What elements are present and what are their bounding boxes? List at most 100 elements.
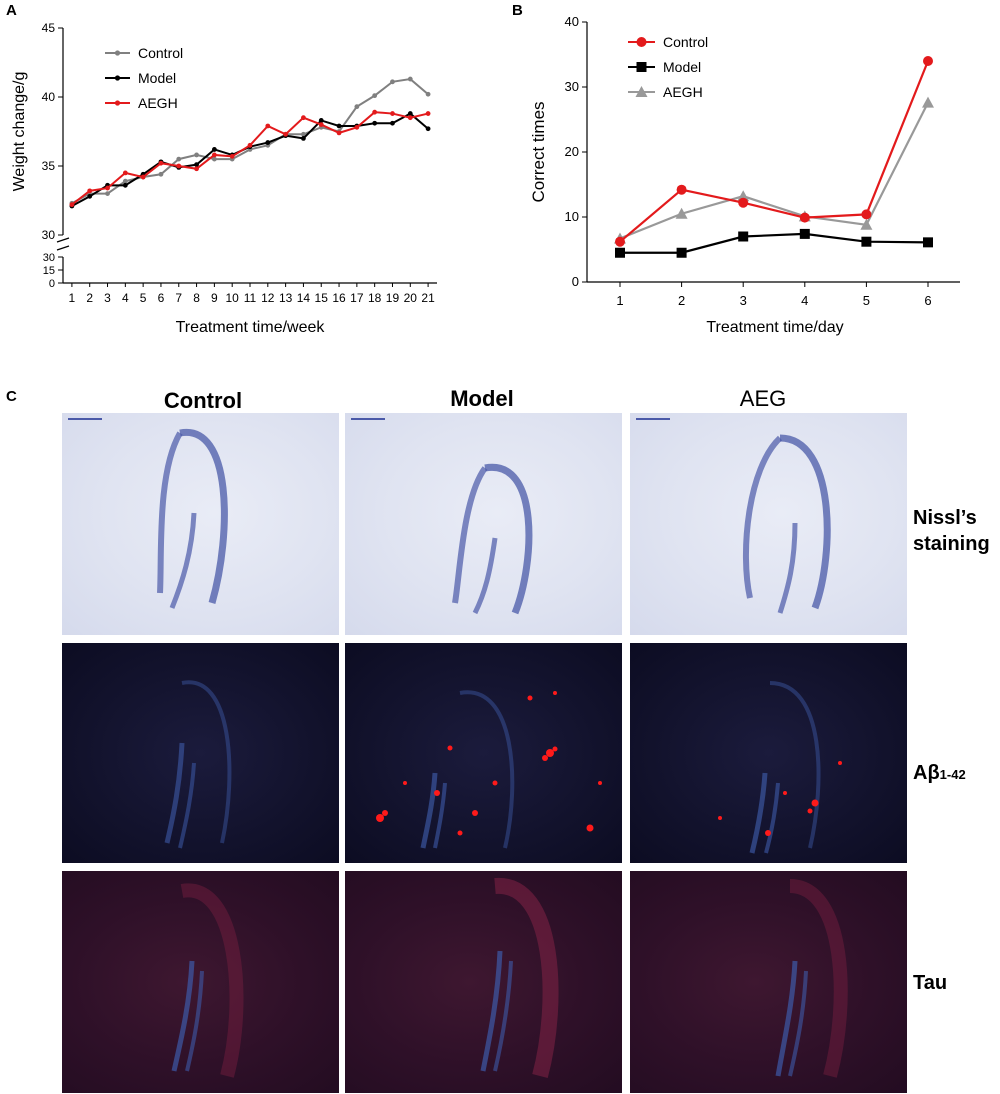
abeta-model-image (345, 643, 622, 863)
col-header-model: Model (450, 386, 514, 411)
y-tick-label: 40 (42, 90, 56, 104)
data-point-control (194, 152, 199, 158)
legend-label-model: Model (663, 59, 701, 75)
x-tick-label: 15 (315, 291, 329, 305)
data-point-control (122, 178, 128, 184)
x-tick-label: 19 (386, 291, 400, 305)
x-axis-title: Treatment time/day (706, 319, 843, 336)
data-point-model (265, 140, 271, 145)
x-tick-label: 8 (193, 291, 200, 305)
tau-aeg-image (630, 871, 907, 1093)
y-tick-label: 40 (565, 14, 579, 29)
x-tick-label: 3 (104, 291, 111, 305)
y-axis-title: Weight change/g (11, 72, 28, 192)
tau-model-image (345, 871, 622, 1093)
legend-label-aegh: AEGH (663, 84, 703, 100)
y-tick-label: 20 (565, 144, 579, 159)
data-point-aegh (407, 115, 413, 121)
data-point-aegh (265, 123, 271, 129)
legend-marker-control (636, 37, 647, 47)
data-point-aegh (69, 202, 75, 208)
data-point-model (336, 123, 342, 129)
data-point-model (87, 193, 93, 199)
series-line-aegh (619, 102, 929, 240)
data-point-model (923, 237, 933, 248)
data-point-aegh (176, 163, 182, 169)
col-header-control: Control (163, 388, 243, 413)
nissl-control-image (62, 413, 339, 635)
legend-label-control: Control (138, 45, 183, 61)
data-point-aegh (283, 131, 289, 137)
legend-marker-aegh (114, 100, 121, 106)
y-tick-label: 35 (42, 159, 56, 173)
x-tick-label: 17 (350, 291, 364, 305)
data-point-aegh (158, 160, 164, 166)
x-tick-label: 10 (226, 291, 240, 305)
data-point-aegh (301, 115, 306, 121)
x-tick-label: 16 (332, 291, 346, 305)
data-point-aegh (425, 111, 431, 116)
data-point-aegh (318, 122, 324, 127)
data-point-model (861, 236, 872, 247)
data-point-control (861, 209, 872, 220)
data-point-control (105, 191, 110, 197)
axis-break-mark (56, 237, 70, 243)
data-point-aegh (336, 130, 342, 136)
data-point-aegh (140, 174, 146, 180)
x-tick-label: 6 (924, 293, 931, 308)
x-axis-title: Treatment time/week (176, 319, 326, 336)
data-point-model (676, 247, 687, 258)
data-point-model (372, 120, 378, 126)
x-tick-label: 4 (122, 291, 129, 305)
x-tick-label: 12 (261, 291, 275, 305)
data-point-model (194, 162, 199, 168)
data-point-control (615, 236, 625, 247)
data-point-aegh (675, 207, 688, 219)
data-point-aegh (354, 124, 360, 130)
data-point-model (211, 147, 217, 152)
x-tick-label: 3 (740, 293, 747, 308)
data-point-aegh (194, 166, 199, 172)
x-tick-label: 18 (368, 291, 382, 305)
row-label-nissl-line2: staining (913, 533, 990, 555)
abeta-aeg-image (630, 643, 907, 863)
row-label-abeta: Aβ1-42 (913, 760, 966, 788)
col-header-aeg: AEG (739, 386, 787, 411)
legend-label-control: Control (663, 34, 708, 50)
series-line-control (619, 60, 930, 243)
abeta-control-image (62, 643, 339, 863)
y-tick-label: 0 (572, 274, 579, 289)
y-lower-tick-label: 0 (49, 278, 55, 290)
data-point-model (799, 228, 810, 239)
x-tick-label: 5 (140, 291, 147, 305)
data-point-aegh (87, 188, 93, 194)
data-point-model (425, 126, 431, 132)
data-point-control (158, 171, 164, 177)
data-point-model (122, 182, 128, 188)
data-point-aegh (922, 96, 934, 108)
y-lower-tick-label: 30 (43, 252, 55, 264)
x-tick-label: 4 (801, 293, 808, 308)
data-point-model (390, 120, 395, 126)
panel-letter-a: A (6, 2, 17, 19)
nissl-aeg-image (630, 413, 907, 635)
x-tick-label: 2 (678, 293, 685, 308)
y-tick-label: 10 (565, 209, 579, 224)
y-tick-label: 45 (42, 21, 56, 35)
legend-label-aegh: AEGH (138, 95, 178, 111)
data-point-model (738, 231, 749, 242)
axis-break-mark (56, 245, 70, 251)
data-point-aegh (372, 109, 378, 115)
x-tick-label: 2 (86, 291, 93, 305)
series-line-aegh (71, 111, 429, 206)
data-point-control (301, 131, 306, 137)
data-point-control (676, 184, 687, 195)
x-tick-label: 1 (616, 293, 623, 308)
x-tick-label: 1 (69, 291, 76, 305)
legend-marker-model (114, 75, 121, 81)
row-label-nissl-line1: Nissl’s (913, 507, 977, 529)
x-tick-label: 5 (863, 293, 870, 308)
data-point-aegh (860, 218, 873, 230)
x-tick-label: 21 (421, 291, 435, 305)
